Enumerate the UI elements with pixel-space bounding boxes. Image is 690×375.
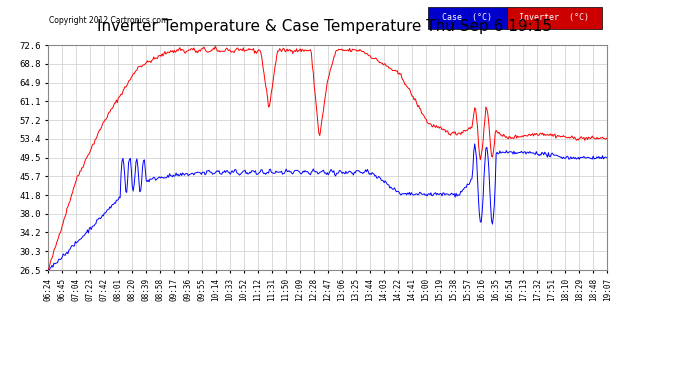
Text: Inverter  (°C): Inverter (°C) — [519, 13, 589, 22]
Text: Inverter Temperature & Case Temperature Thu Sep 6 19:15: Inverter Temperature & Case Temperature … — [97, 19, 552, 34]
Text: Case  (°C): Case (°C) — [442, 13, 493, 22]
Text: Copyright 2012 Cartronics.com: Copyright 2012 Cartronics.com — [49, 16, 168, 25]
FancyBboxPatch shape — [428, 7, 506, 29]
FancyBboxPatch shape — [506, 7, 602, 29]
